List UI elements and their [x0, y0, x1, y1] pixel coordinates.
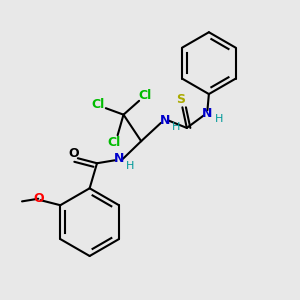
Text: N: N	[114, 152, 124, 165]
Text: Cl: Cl	[138, 89, 152, 102]
Text: H: H	[126, 160, 134, 171]
Text: N: N	[202, 107, 213, 120]
Text: Cl: Cl	[107, 136, 121, 149]
Text: H: H	[215, 114, 224, 124]
Text: O: O	[68, 147, 79, 160]
Text: N: N	[160, 114, 170, 127]
Text: Cl: Cl	[92, 98, 105, 111]
Text: S: S	[176, 93, 185, 106]
Text: H: H	[172, 122, 181, 132]
Text: O: O	[33, 192, 44, 205]
